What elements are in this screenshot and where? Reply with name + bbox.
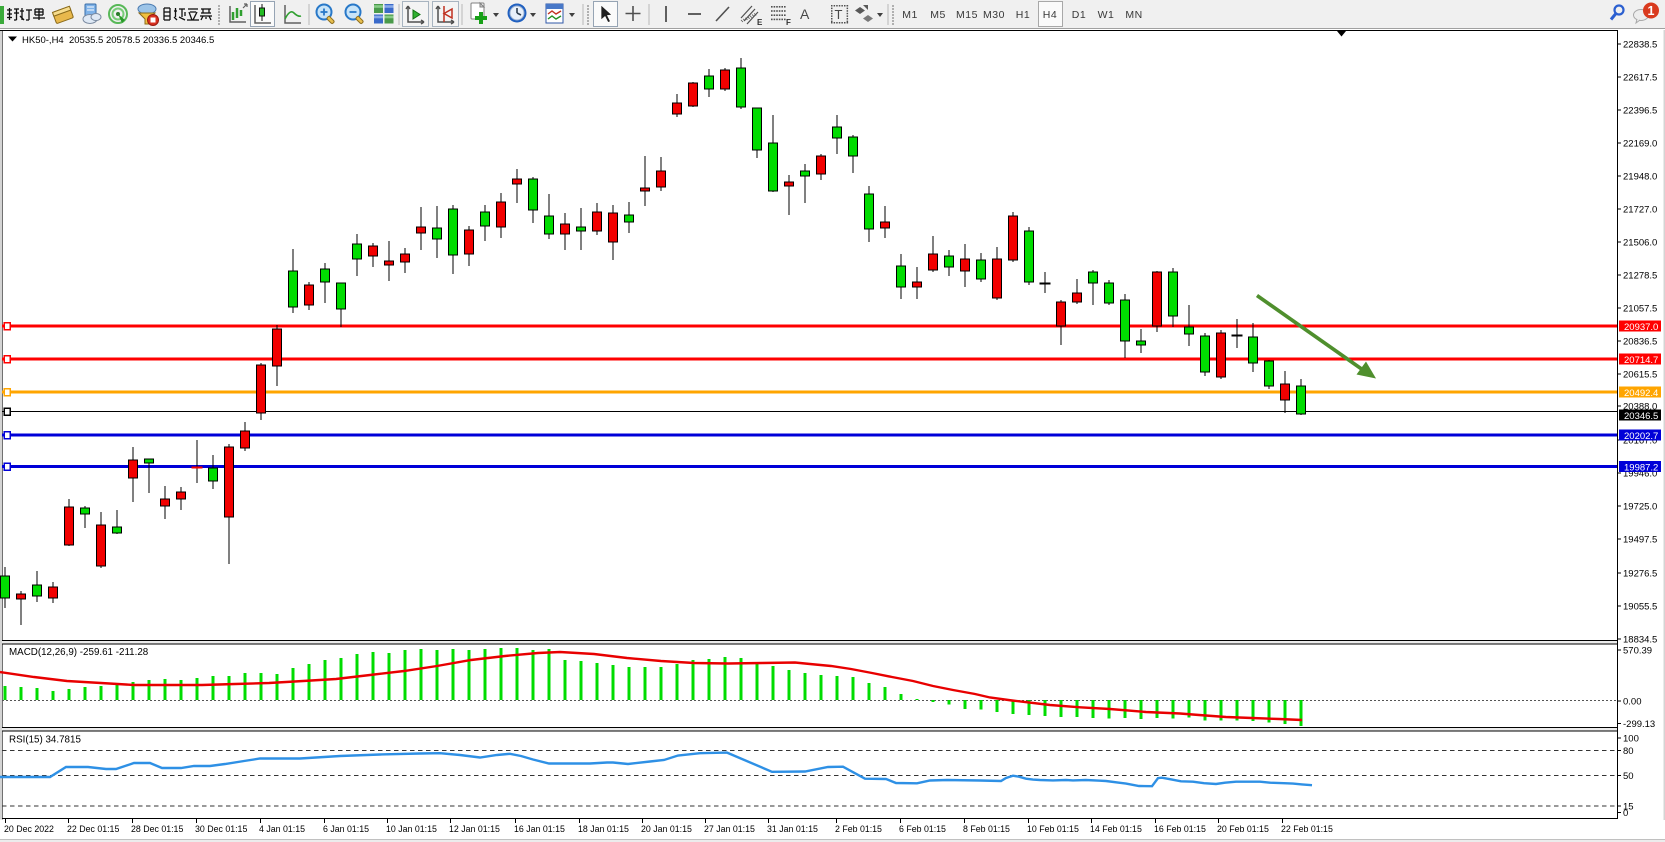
- svg-text:21727.0: 21727.0: [1623, 205, 1657, 216]
- svg-text:RSI(15) 34.7815: RSI(15) 34.7815: [9, 735, 81, 746]
- svg-text:22 Dec 01:15: 22 Dec 01:15: [67, 824, 119, 834]
- svg-text:20 Dec 2022: 20 Dec 2022: [4, 824, 54, 834]
- svg-text:100: 100: [1623, 734, 1639, 745]
- svg-text:20492.4: 20492.4: [1624, 388, 1658, 399]
- svg-text:570.39: 570.39: [1623, 646, 1652, 657]
- svg-text:22396.5: 22396.5: [1623, 106, 1657, 117]
- svg-text:19055.5: 19055.5: [1623, 602, 1657, 613]
- svg-text:18 Jan 01:15: 18 Jan 01:15: [578, 824, 629, 834]
- svg-text:31 Jan 01:15: 31 Jan 01:15: [767, 824, 818, 834]
- svg-text:20836.5: 20836.5: [1623, 337, 1657, 348]
- svg-text:28 Dec 01:15: 28 Dec 01:15: [131, 824, 183, 834]
- svg-text:D1: D1: [1072, 9, 1086, 21]
- svg-text:M30: M30: [983, 9, 1005, 21]
- svg-text:H4: H4: [1043, 9, 1057, 21]
- svg-text:M15: M15: [956, 9, 978, 21]
- svg-text:20937.0: 20937.0: [1624, 322, 1658, 333]
- svg-text:1: 1: [1648, 4, 1655, 18]
- svg-text:20388.0: 20388.0: [1623, 402, 1657, 413]
- svg-text:80: 80: [1623, 746, 1634, 757]
- svg-text:20167.0: 20167.0: [1623, 436, 1657, 447]
- svg-text:22169.0: 22169.0: [1623, 139, 1657, 150]
- svg-text:21278.5: 21278.5: [1623, 271, 1657, 282]
- svg-text:20202.7: 20202.7: [1624, 431, 1658, 442]
- svg-text:16 Jan 01:15: 16 Jan 01:15: [514, 824, 565, 834]
- svg-text:19946.0: 19946.0: [1623, 469, 1657, 480]
- svg-text:-299.13: -299.13: [1623, 719, 1655, 730]
- svg-text:22838.5: 22838.5: [1623, 40, 1657, 51]
- svg-text:20615.5: 20615.5: [1623, 370, 1657, 381]
- svg-text:MN: MN: [1125, 9, 1142, 21]
- svg-text:14 Feb 01:15: 14 Feb 01:15: [1090, 824, 1142, 834]
- svg-text:HK50-,H4 20535.5 20578.5 2033: HK50-,H4 20535.5 20578.5 20336.5 20346.5: [22, 35, 214, 46]
- svg-text:12 Jan 01:15: 12 Jan 01:15: [449, 824, 500, 834]
- svg-text:19987.2: 19987.2: [1624, 462, 1658, 473]
- svg-text:19276.5: 19276.5: [1623, 569, 1657, 580]
- svg-text:MACD(12,26,9) -259.61 -211.28: MACD(12,26,9) -259.61 -211.28: [9, 647, 149, 658]
- svg-text:20714.7: 20714.7: [1624, 355, 1658, 366]
- svg-text:22617.5: 22617.5: [1623, 73, 1657, 84]
- svg-text:8 Feb 01:15: 8 Feb 01:15: [963, 824, 1010, 834]
- svg-text:4 Jan 01:15: 4 Jan 01:15: [259, 824, 305, 834]
- svg-text:6 Jan 01:15: 6 Jan 01:15: [323, 824, 369, 834]
- svg-text:21948.0: 21948.0: [1623, 172, 1657, 183]
- svg-text:E: E: [757, 18, 763, 27]
- svg-text:18834.5: 18834.5: [1623, 635, 1657, 646]
- svg-text:0.00: 0.00: [1623, 697, 1642, 708]
- svg-text:22 Feb 01:15: 22 Feb 01:15: [1281, 824, 1333, 834]
- svg-text:F: F: [786, 18, 791, 27]
- svg-text:19497.5: 19497.5: [1623, 535, 1657, 546]
- svg-text:19725.0: 19725.0: [1623, 502, 1657, 513]
- svg-text:2 Feb 01:15: 2 Feb 01:15: [835, 824, 882, 834]
- svg-text:21506.0: 21506.0: [1623, 238, 1657, 249]
- svg-text:20 Jan 01:15: 20 Jan 01:15: [641, 824, 692, 834]
- svg-text:15: 15: [1623, 802, 1634, 813]
- svg-text:16 Feb 01:15: 16 Feb 01:15: [1154, 824, 1206, 834]
- svg-text:W1: W1: [1098, 9, 1115, 21]
- svg-text:A: A: [800, 6, 810, 22]
- svg-text:T: T: [835, 7, 843, 22]
- svg-text:27 Jan 01:15: 27 Jan 01:15: [704, 824, 755, 834]
- svg-text:20346.5: 20346.5: [1624, 411, 1658, 422]
- svg-text:10 Jan 01:15: 10 Jan 01:15: [386, 824, 437, 834]
- svg-text:M1: M1: [902, 9, 918, 21]
- svg-text:50: 50: [1623, 771, 1634, 782]
- svg-text:M5: M5: [930, 9, 946, 21]
- svg-text:0: 0: [1623, 808, 1628, 819]
- svg-text:10 Feb 01:15: 10 Feb 01:15: [1027, 824, 1079, 834]
- svg-text:30 Dec 01:15: 30 Dec 01:15: [195, 824, 247, 834]
- svg-text:H1: H1: [1016, 9, 1030, 21]
- svg-text:6 Feb 01:15: 6 Feb 01:15: [899, 824, 946, 834]
- svg-text:21057.5: 21057.5: [1623, 304, 1657, 315]
- svg-text:20 Feb 01:15: 20 Feb 01:15: [1217, 824, 1269, 834]
